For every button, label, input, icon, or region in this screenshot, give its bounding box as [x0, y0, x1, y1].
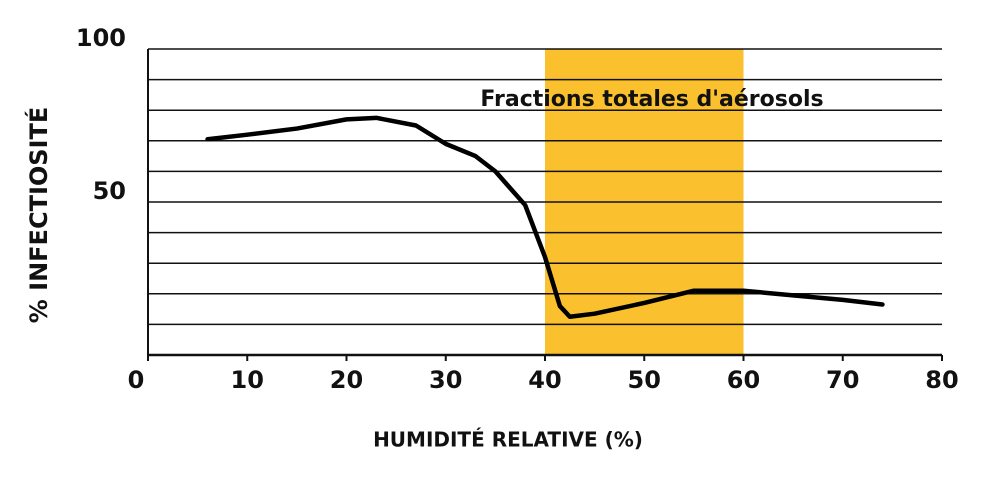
y-tick-label: 100 — [76, 24, 126, 52]
x-tick-label: 40 — [528, 366, 561, 394]
x-tick-label: 70 — [826, 366, 859, 394]
x-tick-label: 60 — [727, 366, 760, 394]
x-tick-label: 0 — [128, 366, 145, 394]
y-axis-label: % INFECTIOSITÉ — [24, 107, 53, 324]
x-tick-label: 50 — [628, 366, 661, 394]
band-label: Fractions totales d'aérosols — [480, 87, 823, 112]
y-tick-label: 50 — [93, 177, 126, 205]
x-tick-label: 20 — [330, 366, 363, 394]
data-line — [205, 115, 885, 319]
x-axis-label: HUMIDITÉ RELATIVE (%) — [373, 428, 643, 452]
x-tick-label: 10 — [231, 366, 264, 394]
x-tick-label: 30 — [429, 366, 462, 394]
x-tick-label: 80 — [925, 366, 958, 394]
